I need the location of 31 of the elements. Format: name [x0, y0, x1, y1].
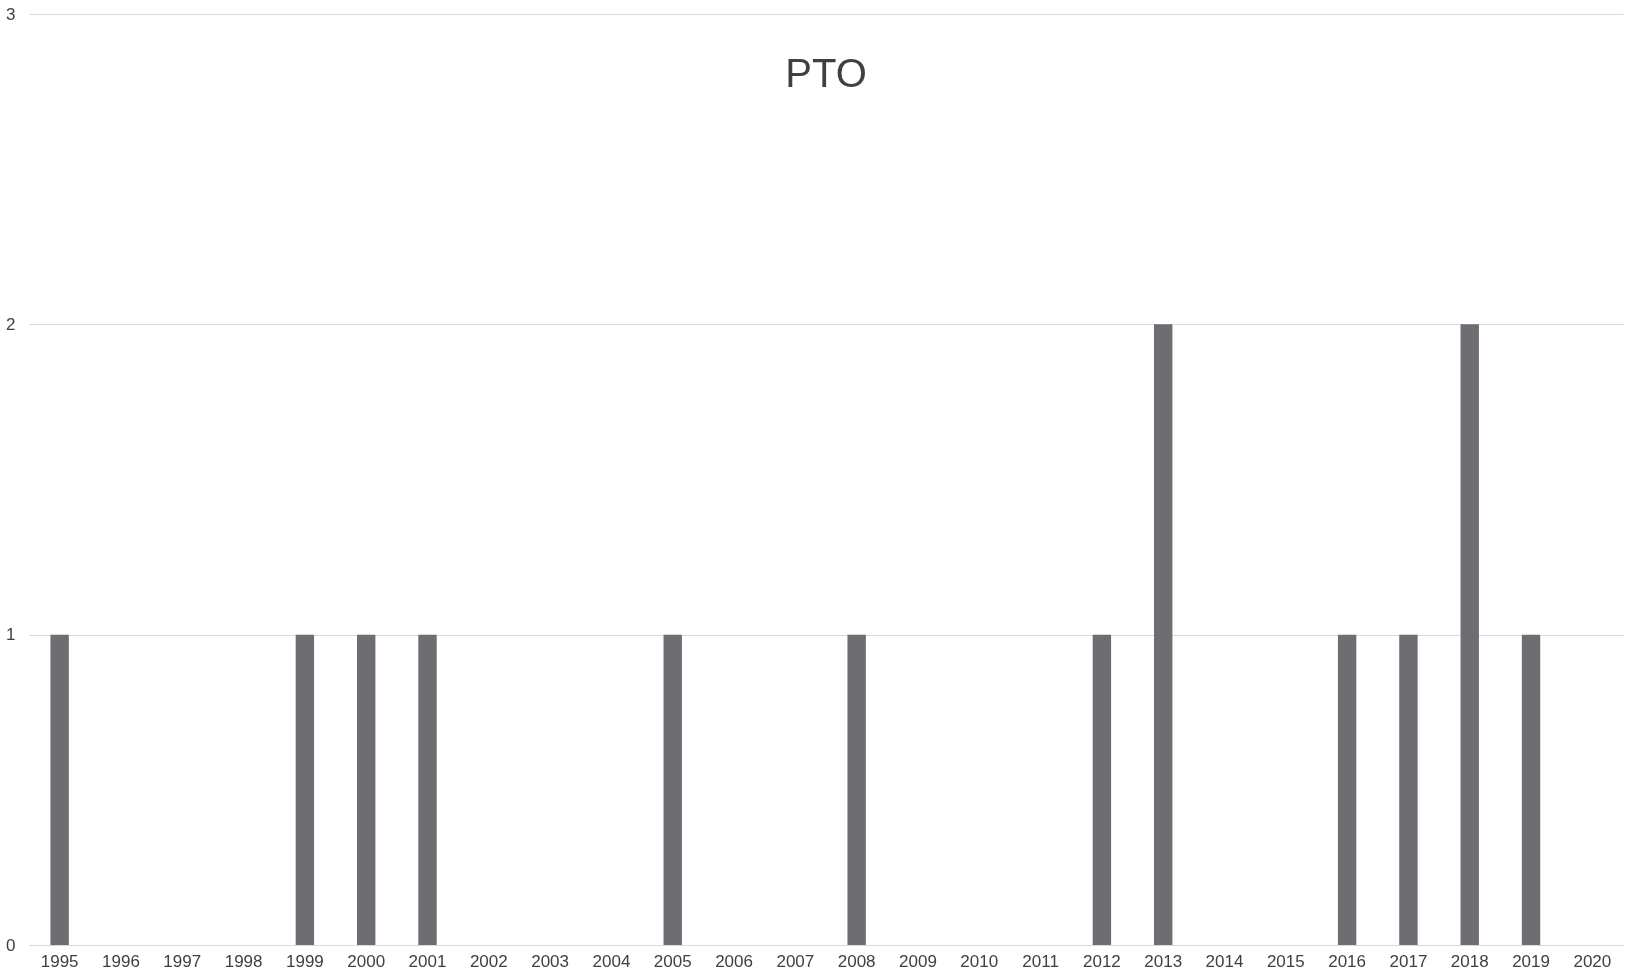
x-tick-label: 2009: [899, 951, 937, 971]
x-tick-label: 2004: [592, 951, 631, 971]
x-tick-label: 2010: [960, 951, 999, 971]
x-tick-label: 2018: [1450, 951, 1489, 971]
x-tick-label: 2020: [1573, 951, 1612, 971]
y-tick-label: 2: [6, 314, 16, 334]
x-tick-label: 1995: [40, 951, 79, 971]
x-tick-label: 2007: [776, 951, 815, 971]
y-tick-label: 1: [6, 625, 16, 645]
x-tick-label: 2001: [408, 951, 447, 971]
x-tick-label: 1998: [224, 951, 263, 971]
x-tick-label: 1999: [285, 951, 324, 971]
x-tick-label: 2002: [469, 951, 508, 971]
x-tick-label: 2019: [1512, 951, 1550, 971]
y-tick-label: 0: [6, 935, 16, 955]
x-tick-label: 2008: [837, 951, 876, 971]
x-tick-label: 2011: [1022, 951, 1059, 971]
x-tick-label: 1996: [102, 951, 140, 971]
x-tick-label: 2005: [653, 951, 692, 971]
x-tick-label: 2013: [1144, 951, 1183, 971]
text: PTO: [785, 51, 867, 95]
x-tick-label: 2017: [1389, 951, 1428, 971]
y-tick-label: 3: [6, 4, 16, 24]
x-tick-label: 2015: [1266, 951, 1305, 971]
x-tick-label: 1997: [163, 951, 202, 971]
x-tick-label: 2003: [531, 951, 570, 971]
x-tick-label: 2012: [1082, 951, 1121, 971]
x-tick-label: 2016: [1328, 951, 1367, 971]
x-tick-label: 2014: [1205, 951, 1244, 971]
x-tick-label: 2000: [347, 951, 386, 971]
x-tick-label: 2006: [715, 951, 753, 971]
